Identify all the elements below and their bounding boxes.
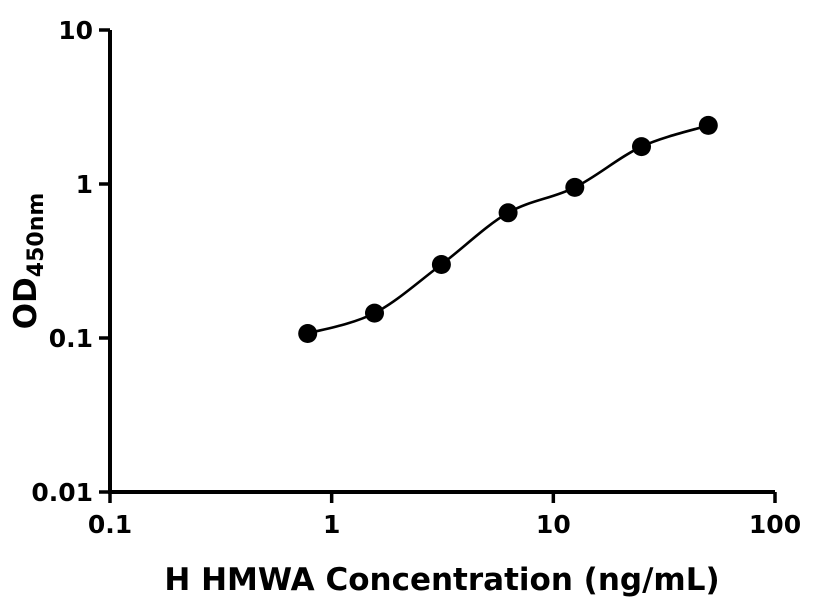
data-series <box>298 115 718 343</box>
y-axis-title: OD450nm <box>8 193 49 330</box>
data-point-marker <box>698 115 718 135</box>
data-point-marker <box>365 303 384 323</box>
y-axis-tick-label: 1 <box>76 170 93 199</box>
data-point-marker <box>298 324 318 343</box>
y-axis-title-main: OD <box>8 277 44 329</box>
y-axis-tick-label: 0.01 <box>31 478 93 507</box>
x-axis-tick-label: 0.1 <box>88 510 132 539</box>
y-axis-title-subscript: 450nm <box>24 193 49 278</box>
y-axis-tick-label: 0.1 <box>49 324 93 353</box>
axes: 0.1 1 10 100 10 1 0.1 0.01 <box>31 16 801 539</box>
data-point-marker <box>498 203 518 223</box>
y-axis-tick-label: 10 <box>58 16 93 45</box>
x-axis-tick-label: 100 <box>749 510 801 539</box>
x-axis-tick-label: 1 <box>323 510 340 539</box>
fitted-curve <box>307 124 709 335</box>
data-point-marker <box>632 137 651 157</box>
data-point-marker <box>431 255 451 274</box>
x-axis-tick-label: 10 <box>536 510 571 539</box>
data-point-marker <box>565 177 585 197</box>
x-axis-title: H HMWA Concentration (ng/mL) <box>164 562 719 598</box>
